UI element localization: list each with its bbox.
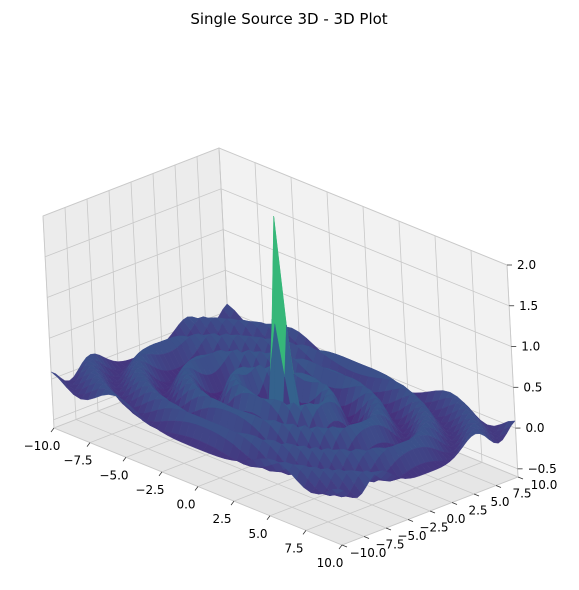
- z-tick-label: 2.0: [517, 258, 536, 272]
- y-tick-mark: [341, 544, 348, 548]
- y-tick-label: 10.0: [531, 478, 558, 492]
- y-tick-label: 7.5: [512, 487, 531, 501]
- z-tick-label: 0.0: [525, 421, 544, 435]
- surface-mesh: [50, 215, 516, 498]
- grid-line-z: [49, 269, 514, 388]
- x-tick-label: 0.0: [176, 498, 195, 512]
- grid-line-z: [47, 229, 512, 347]
- y-tick-mark: [407, 519, 414, 522]
- grid-line-z: [42, 147, 508, 266]
- grid-line-y: [86, 198, 387, 529]
- x-tick-label: 7.5: [284, 541, 303, 555]
- z-tick-label: 1.0: [521, 340, 540, 354]
- x-tick-label: −10.0: [24, 439, 61, 453]
- y-tick-mark: [363, 536, 370, 539]
- y-tick-mark: [517, 476, 524, 480]
- z-tick-label: 0.5: [523, 380, 542, 394]
- x-tick-mark: [266, 515, 271, 520]
- x-tick-mark: [194, 486, 199, 491]
- y-tick-label: 2.5: [468, 504, 487, 518]
- y-tick-label: −10.0: [350, 546, 387, 560]
- x-tick-label: −5.0: [99, 468, 128, 482]
- x-tick-mark: [302, 530, 307, 535]
- axis-ticks: −10.0−7.5−5.0−2.50.02.55.07.510.0−10.0−7…: [24, 258, 558, 570]
- x-tick-label: −7.5: [63, 454, 92, 468]
- y-tick-label: −7.5: [375, 538, 404, 552]
- y-tick-label: 0.0: [446, 512, 465, 526]
- grid-line-z: [44, 188, 510, 307]
- x-tick-mark: [158, 471, 163, 477]
- y-tick-label: −5.0: [397, 529, 426, 543]
- x-tick-label: 10.0: [317, 556, 344, 570]
- y-tick-mark: [429, 510, 436, 514]
- y-tick-mark: [495, 485, 502, 488]
- x-tick-mark: [86, 442, 91, 447]
- y-tick-mark: [385, 527, 392, 531]
- y-tick-label: 5.0: [490, 495, 509, 509]
- y-tick-mark: [473, 493, 480, 497]
- surface-cell: [331, 488, 345, 494]
- x-tick-label: 5.0: [248, 527, 267, 541]
- grid-line-y: [64, 207, 365, 537]
- z-tick-label: −0.5: [528, 462, 557, 476]
- x-tick-label: 2.5: [212, 512, 231, 526]
- y-tick-mark: [451, 502, 458, 505]
- x-tick-mark: [338, 544, 343, 550]
- x-tick-mark: [230, 500, 235, 506]
- z-tick-label: 1.5: [519, 299, 538, 313]
- x-tick-mark: [122, 457, 127, 462]
- x-tick-mark: [50, 427, 55, 433]
- chart-title: Single Source 3D - 3D Plot: [190, 10, 387, 28]
- x-tick-label: −2.5: [135, 483, 164, 497]
- y-tick-label: −2.5: [419, 521, 448, 535]
